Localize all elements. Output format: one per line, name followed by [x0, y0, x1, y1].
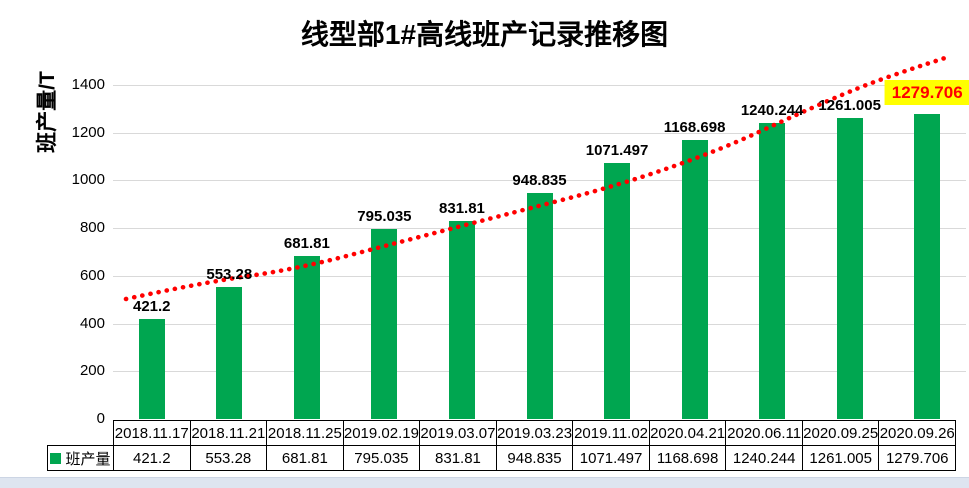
- date-cell: 2020.09.26: [878, 420, 957, 446]
- bar-value-label: 795.035: [357, 208, 412, 226]
- value-cell: 553.28: [189, 445, 268, 471]
- date-cell: 2018.11.25: [266, 420, 344, 446]
- bar-value-label: 1261.005: [818, 97, 881, 115]
- bottom-window-edge: [0, 477, 969, 488]
- value-cell: 948.835: [495, 445, 574, 471]
- y-tick-label: 800: [79, 219, 105, 237]
- legend-color-swatch-icon: [50, 452, 62, 464]
- date-cell: 2019.03.23: [495, 420, 574, 446]
- bar-value-label: 553.28: [206, 266, 253, 283]
- legend-label: 班产量: [65, 450, 111, 468]
- y-tick-label: 400: [79, 314, 105, 332]
- y-tick-label: 600: [79, 266, 105, 284]
- y-tick-label: 0: [96, 410, 105, 427]
- date-cell: 2020.04.21: [648, 420, 727, 446]
- bar-value-label: 1240.244: [740, 102, 804, 120]
- bar-value-label: 681.81: [283, 235, 330, 253]
- y-tick-label: 1400: [71, 76, 105, 93]
- chart-title: 线型部1#高线班产记录推移图: [300, 19, 669, 50]
- date-cell: 2019.11.02: [572, 420, 650, 446]
- value-cell: 1071.497: [572, 445, 650, 471]
- value-cell: 681.81: [266, 445, 344, 471]
- y-tick-label: 1200: [71, 123, 105, 141]
- value-cell: 421.2: [113, 445, 191, 471]
- bar-value-label: 1168.698: [663, 119, 726, 137]
- bar-value-label: 948.835: [512, 171, 567, 189]
- bar[interactable]: [216, 287, 243, 419]
- table-dates-row: 2018.11.17 2018.11.21 2018.11.25 2019.02.19…: [113, 420, 957, 446]
- y-tick-label: 1000: [71, 171, 105, 189]
- bar-value-label: 421.2: [132, 297, 171, 315]
- value-cell: 1240.244: [725, 445, 803, 471]
- bar-value-label: 1071.497: [585, 142, 649, 160]
- date-cell: 2020.06.11: [725, 420, 803, 446]
- value-cell: 831.81: [419, 445, 497, 471]
- date-cell: 2018.11.17: [113, 420, 191, 446]
- value-cell: 1168.698: [648, 445, 727, 471]
- date-cell: 2019.02.19: [342, 420, 421, 446]
- value-cell: 1279.706: [878, 445, 957, 471]
- highlighted-value-label: 1279.706: [884, 79, 969, 105]
- date-cell: 2020.09.25: [801, 420, 880, 446]
- value-cell: 1261.005: [801, 445, 880, 471]
- date-cell: 2019.03.07: [419, 420, 497, 446]
- bar[interactable]: [138, 318, 165, 419]
- value-cell: 795.035: [342, 445, 421, 471]
- legend-cell: 班产量: [47, 445, 114, 471]
- date-cell: 2018.11.21: [189, 420, 268, 446]
- bar-value-label: 831.81: [439, 199, 485, 217]
- table-values-row: 班产量 421.2 553.28 681.81 795.035 831.81 948.835…: [47, 445, 957, 471]
- y-tick-label: 200: [79, 362, 105, 380]
